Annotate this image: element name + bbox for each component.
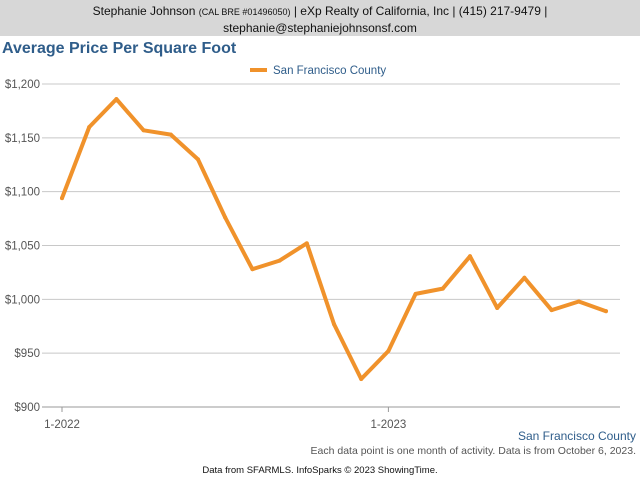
y-tick-label: $950 [14, 348, 40, 360]
legend[interactable]: San Francisco County [250, 65, 386, 77]
data-point[interactable] [196, 157, 200, 162]
agent-header-line1: Stephanie Johnson (CAL BRE #01496050) | … [0, 3, 640, 20]
y-tick-label: $1,200 [5, 79, 40, 91]
data-point[interactable] [468, 254, 472, 259]
data-point[interactable] [168, 132, 173, 137]
data-credit: Data from SFARMLS. InfoSparks © 2023 Sho… [202, 465, 438, 476]
agent-name: Stephanie Johnson [92, 4, 196, 18]
data-point[interactable] [386, 349, 391, 354]
data-point[interactable] [522, 275, 527, 280]
data-point[interactable] [359, 377, 364, 382]
x-axis-ticks: 1-2022 1-2023 [44, 407, 406, 431]
y-tick-label: $1,150 [5, 133, 40, 145]
legend-label: San Francisco County [273, 65, 386, 77]
y-axis-ticks: $900 $950 $1,000 $1,050 $1,100 $1,150 $1,200 [5, 79, 40, 414]
y-tick-label: $1,000 [5, 294, 40, 306]
data-point[interactable] [87, 125, 92, 130]
data-point[interactable] [413, 291, 418, 296]
agent-license: (CAL BRE #01496050) [198, 7, 291, 17]
data-point[interactable] [277, 258, 282, 263]
data-point[interactable] [60, 196, 64, 201]
series-line-san-francisco-county[interactable] [60, 97, 608, 381]
series-end-label: San Francisco County [518, 429, 636, 443]
data-point[interactable] [223, 215, 228, 220]
data-point[interactable] [440, 286, 445, 291]
series-layer [60, 97, 608, 382]
agent-company-phone: | eXp Realty of California, Inc | (415) … [293, 4, 548, 18]
agent-email[interactable]: stephanie@stephaniejohnsonsf.com [223, 21, 417, 35]
y-tick-label: $900 [14, 402, 40, 414]
data-point[interactable] [576, 299, 581, 304]
data-point[interactable] [549, 308, 554, 313]
x-tick-label: 1-2022 [44, 419, 80, 431]
data-note: Each data point is one month of activity… [310, 445, 636, 457]
y-tick-label: $1,050 [5, 241, 40, 253]
data-point[interactable] [304, 241, 309, 246]
grid-lines [42, 83, 620, 354]
data-point[interactable] [250, 267, 255, 272]
y-tick-label: $1,100 [5, 187, 40, 199]
data-point[interactable] [495, 305, 500, 310]
chart-title: Average Price Per Square Foot [2, 40, 237, 57]
data-point[interactable] [141, 128, 146, 133]
data-point[interactable] [604, 309, 608, 314]
x-tick-label: 1-2023 [370, 419, 406, 431]
agent-header: Stephanie Johnson (CAL BRE #01496050) | … [0, 0, 640, 36]
data-point[interactable] [114, 97, 119, 102]
data-point[interactable] [332, 322, 336, 327]
